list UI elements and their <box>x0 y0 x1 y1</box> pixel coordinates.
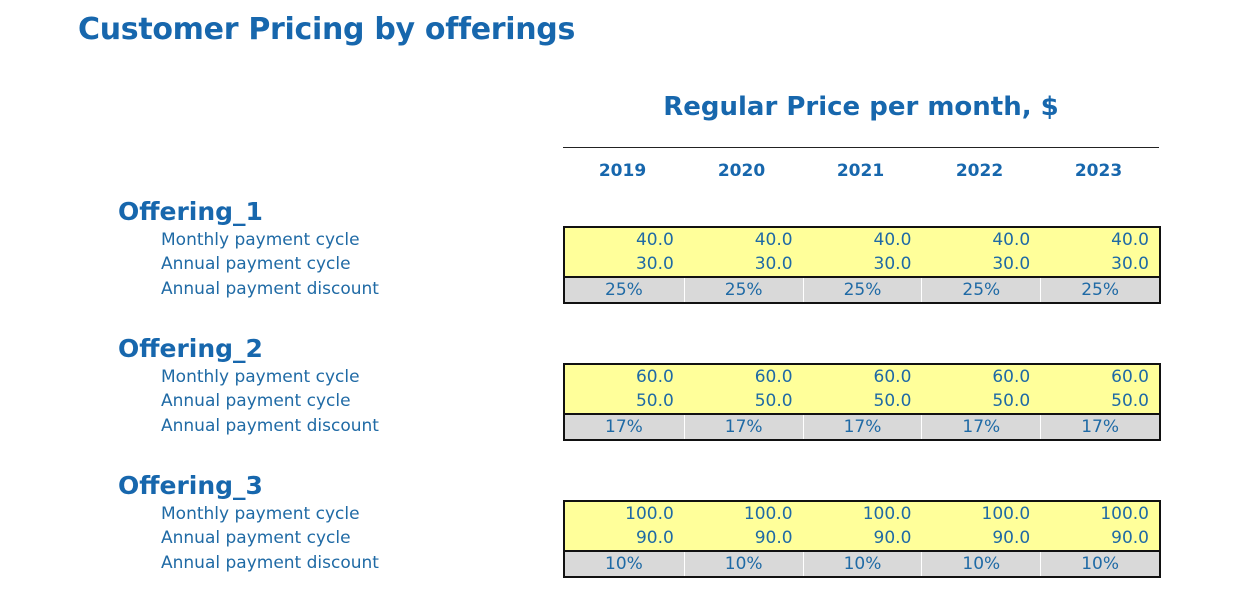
discount-cell: 10% <box>605 554 643 574</box>
price-cell[interactable]: 40.0 <box>1111 230 1149 250</box>
price-cell[interactable]: 100.0 <box>862 504 912 524</box>
price-cell[interactable]: 90.0 <box>992 528 1031 548</box>
offering-1-title: Offering_1 <box>118 197 263 226</box>
offering-3-title: Offering_3 <box>118 471 263 500</box>
price-cell[interactable]: 100.0 <box>743 504 793 524</box>
offering-3-annual-label: Annual payment cycle <box>161 528 351 548</box>
offering-1-discount-row: 25% 25% 25% 25% 25% <box>565 276 1159 302</box>
offering-2-annual-row: 50.0 50.0 50.0 50.0 50.0 <box>565 389 1159 413</box>
price-cell[interactable]: 30.0 <box>873 254 912 274</box>
discount-cell: 10% <box>921 552 1040 576</box>
price-cell[interactable]: 50.0 <box>1111 391 1149 411</box>
price-cell[interactable]: 50.0 <box>873 391 912 411</box>
discount-cell: 10% <box>683 552 803 576</box>
price-cell[interactable]: 50.0 <box>635 391 674 411</box>
discount-cell: 25% <box>802 278 922 302</box>
price-cell[interactable]: 30.0 <box>1111 254 1149 274</box>
offering-3-monthly-label: Monthly payment cycle <box>161 504 360 524</box>
price-cell[interactable]: 90.0 <box>873 528 912 548</box>
price-cell[interactable]: 50.0 <box>754 391 793 411</box>
price-cell[interactable]: 40.0 <box>754 230 793 250</box>
price-cell[interactable]: 50.0 <box>992 391 1031 411</box>
discount-cell: 25% <box>683 278 803 302</box>
offering-3-discount-row: 10% 10% 10% 10% 10% <box>565 550 1159 576</box>
header-rule <box>563 147 1159 148</box>
discount-cell: 25% <box>1040 278 1159 302</box>
offering-1-discount-label: Annual payment discount <box>161 279 379 299</box>
price-cell[interactable]: 60.0 <box>992 367 1031 387</box>
offering-2-annual-label: Annual payment cycle <box>161 391 351 411</box>
price-cell[interactable]: 60.0 <box>873 367 912 387</box>
price-cell[interactable]: 60.0 <box>754 367 793 387</box>
offering-3-table: 100.0 100.0 100.0 100.0 100.0 90.0 90.0 … <box>563 500 1161 578</box>
offering-3-discount-label: Annual payment discount <box>161 553 379 573</box>
offering-2-title: Offering_2 <box>118 334 263 363</box>
offering-3-monthly-row: 100.0 100.0 100.0 100.0 100.0 <box>565 502 1159 526</box>
price-cell[interactable]: 40.0 <box>992 230 1031 250</box>
offering-1-table: 40.0 40.0 40.0 40.0 40.0 30.0 30.0 30.0 … <box>563 226 1161 304</box>
price-cell[interactable]: 100.0 <box>1100 504 1149 524</box>
discount-cell: 17% <box>921 415 1040 439</box>
discount-cell: 10% <box>1040 552 1159 576</box>
discount-cell: 17% <box>605 417 643 437</box>
price-cell[interactable]: 30.0 <box>754 254 793 274</box>
year-header-2019: 2019 <box>598 161 647 181</box>
offering-2-discount-label: Annual payment discount <box>161 416 379 436</box>
year-header-2022: 2022 <box>955 161 1004 181</box>
price-cell[interactable]: 90.0 <box>1111 528 1149 548</box>
price-cell[interactable]: 100.0 <box>981 504 1031 524</box>
discount-cell: 17% <box>1040 415 1159 439</box>
price-section-title: Regular Price per month, $ <box>663 92 1059 122</box>
discount-cell: 10% <box>802 552 922 576</box>
year-header-2023: 2023 <box>1074 161 1123 181</box>
offering-1-annual-row: 30.0 30.0 30.0 30.0 30.0 <box>565 252 1159 276</box>
offering-1-annual-label: Annual payment cycle <box>161 254 351 274</box>
price-cell[interactable]: 100.0 <box>625 504 674 524</box>
offering-2-monthly-label: Monthly payment cycle <box>161 367 360 387</box>
year-header-2021: 2021 <box>836 161 885 181</box>
price-cell[interactable]: 40.0 <box>873 230 912 250</box>
offering-1-monthly-label: Monthly payment cycle <box>161 230 360 250</box>
offering-1-monthly-row: 40.0 40.0 40.0 40.0 40.0 <box>565 228 1159 252</box>
page-title: Customer Pricing by offerings <box>78 12 576 47</box>
offering-2-discount-row: 17% 17% 17% 17% 17% <box>565 413 1159 439</box>
price-cell[interactable]: 90.0 <box>754 528 793 548</box>
price-cell[interactable]: 60.0 <box>1111 367 1149 387</box>
discount-cell: 25% <box>605 280 643 300</box>
price-cell[interactable]: 90.0 <box>635 528 674 548</box>
discount-cell: 17% <box>802 415 922 439</box>
discount-cell: 17% <box>683 415 803 439</box>
price-cell[interactable]: 30.0 <box>635 254 674 274</box>
price-cell[interactable]: 30.0 <box>992 254 1031 274</box>
discount-cell: 25% <box>921 278 1040 302</box>
price-cell[interactable]: 40.0 <box>635 230 674 250</box>
price-cell[interactable]: 60.0 <box>635 367 674 387</box>
offering-2-monthly-row: 60.0 60.0 60.0 60.0 60.0 <box>565 365 1159 389</box>
year-header-2020: 2020 <box>717 161 766 181</box>
offering-2-table: 60.0 60.0 60.0 60.0 60.0 50.0 50.0 50.0 … <box>563 363 1161 441</box>
offering-3-annual-row: 90.0 90.0 90.0 90.0 90.0 <box>565 526 1159 550</box>
